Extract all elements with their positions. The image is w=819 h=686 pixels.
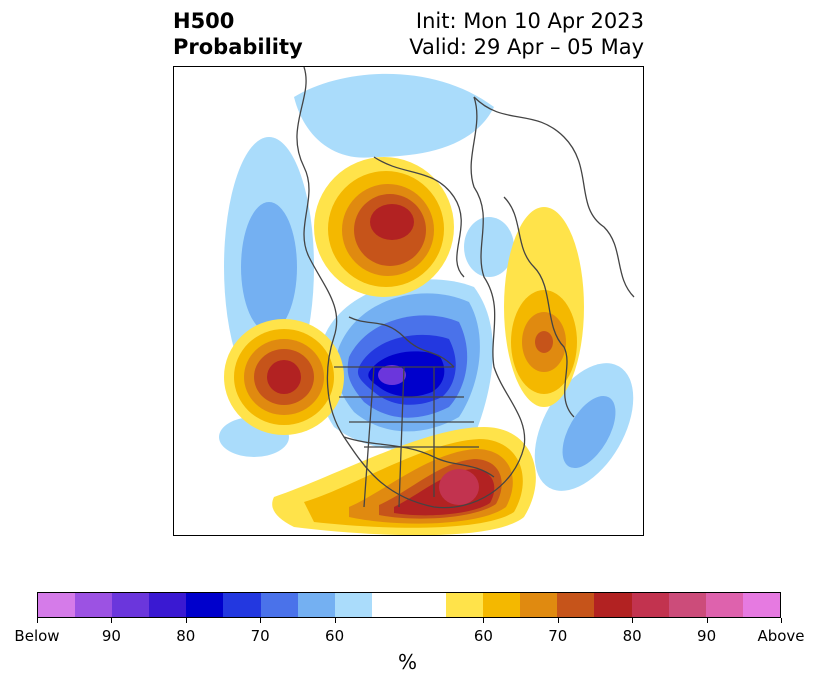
title-line-1: H500 bbox=[173, 9, 235, 33]
colorbar-segment bbox=[112, 593, 150, 617]
colorbar-segment bbox=[223, 593, 261, 617]
colorbar-tick-label: 70 bbox=[250, 627, 270, 645]
na-blue-5 bbox=[368, 351, 445, 397]
map-svg bbox=[219, 67, 635, 535]
colorbar-segment bbox=[260, 593, 298, 617]
pacific-blue-inner bbox=[241, 202, 297, 332]
colorbar-tick-mark bbox=[37, 618, 38, 623]
colorbar-segment bbox=[631, 593, 669, 617]
colorbar-segment bbox=[668, 593, 706, 617]
colorbar-segment bbox=[446, 593, 484, 617]
below-normal-areas bbox=[219, 73, 634, 491]
init-date: Init: Mon 10 Apr 2023 bbox=[415, 9, 644, 33]
atlantic-blue-inner bbox=[562, 395, 616, 469]
colorbar-tick-label: 80 bbox=[176, 627, 196, 645]
arctic-blue bbox=[294, 73, 494, 158]
colorbar-tick-mark bbox=[483, 618, 485, 623]
chart-title: H500 Probability bbox=[173, 8, 303, 60]
colorbar-segment bbox=[705, 593, 743, 617]
colorbar-segment bbox=[483, 593, 521, 617]
colorbar-segment bbox=[186, 593, 224, 617]
eus-core bbox=[439, 469, 479, 505]
colorbar-tick-mark bbox=[185, 618, 187, 623]
colorbar-segment bbox=[75, 593, 113, 617]
colorbar-tick-mark bbox=[632, 618, 634, 623]
colorbar-segment bbox=[742, 593, 780, 617]
colorbar-tick-label: 60 bbox=[473, 627, 493, 645]
colorbar-tick-mark bbox=[557, 618, 559, 623]
siberia-core bbox=[370, 204, 414, 240]
colorbar-tick-label: 80 bbox=[622, 627, 642, 645]
colorbar-segment bbox=[557, 593, 595, 617]
colorbar-tick-label: Below bbox=[14, 627, 60, 645]
na-blue-core bbox=[378, 365, 406, 385]
coastlines bbox=[296, 67, 635, 509]
colorbar-segment bbox=[297, 593, 335, 617]
colorbar bbox=[37, 592, 781, 618]
colorbar-tick-mark bbox=[260, 618, 262, 623]
colorbar-tick-label: 90 bbox=[697, 627, 717, 645]
pacific-core bbox=[267, 360, 301, 394]
colorbar-tick-mark bbox=[781, 618, 782, 623]
colorbar-segment bbox=[38, 593, 76, 617]
colorbar-segment bbox=[520, 593, 558, 617]
colorbar-tick-mark bbox=[706, 618, 708, 623]
colorbar-segment bbox=[594, 593, 632, 617]
colorbar-unit: % bbox=[398, 650, 418, 674]
asia-core bbox=[535, 331, 553, 353]
above-normal-areas bbox=[224, 157, 584, 535]
colorbar-tick-label: 90 bbox=[101, 627, 121, 645]
colorbar-tick-mark bbox=[111, 618, 113, 623]
colorbar-tick-mark bbox=[334, 618, 336, 623]
colorbar-segment bbox=[371, 593, 409, 617]
colorbar-tick-label: 60 bbox=[325, 627, 345, 645]
europe-blue bbox=[464, 217, 514, 277]
colorbar-segment bbox=[334, 593, 372, 617]
colorbar-segment bbox=[408, 593, 447, 617]
run-info: Init: Mon 10 Apr 2023 Valid: 29 Apr – 05… bbox=[409, 8, 644, 60]
colorbar-segment bbox=[149, 593, 187, 617]
valid-range: Valid: 29 Apr – 05 May bbox=[409, 35, 644, 59]
colorbar-tick-label: 70 bbox=[548, 627, 568, 645]
title-line-2: Probability bbox=[173, 35, 303, 59]
colorbar-tick-label: Above bbox=[757, 627, 805, 645]
probability-map bbox=[173, 66, 644, 536]
